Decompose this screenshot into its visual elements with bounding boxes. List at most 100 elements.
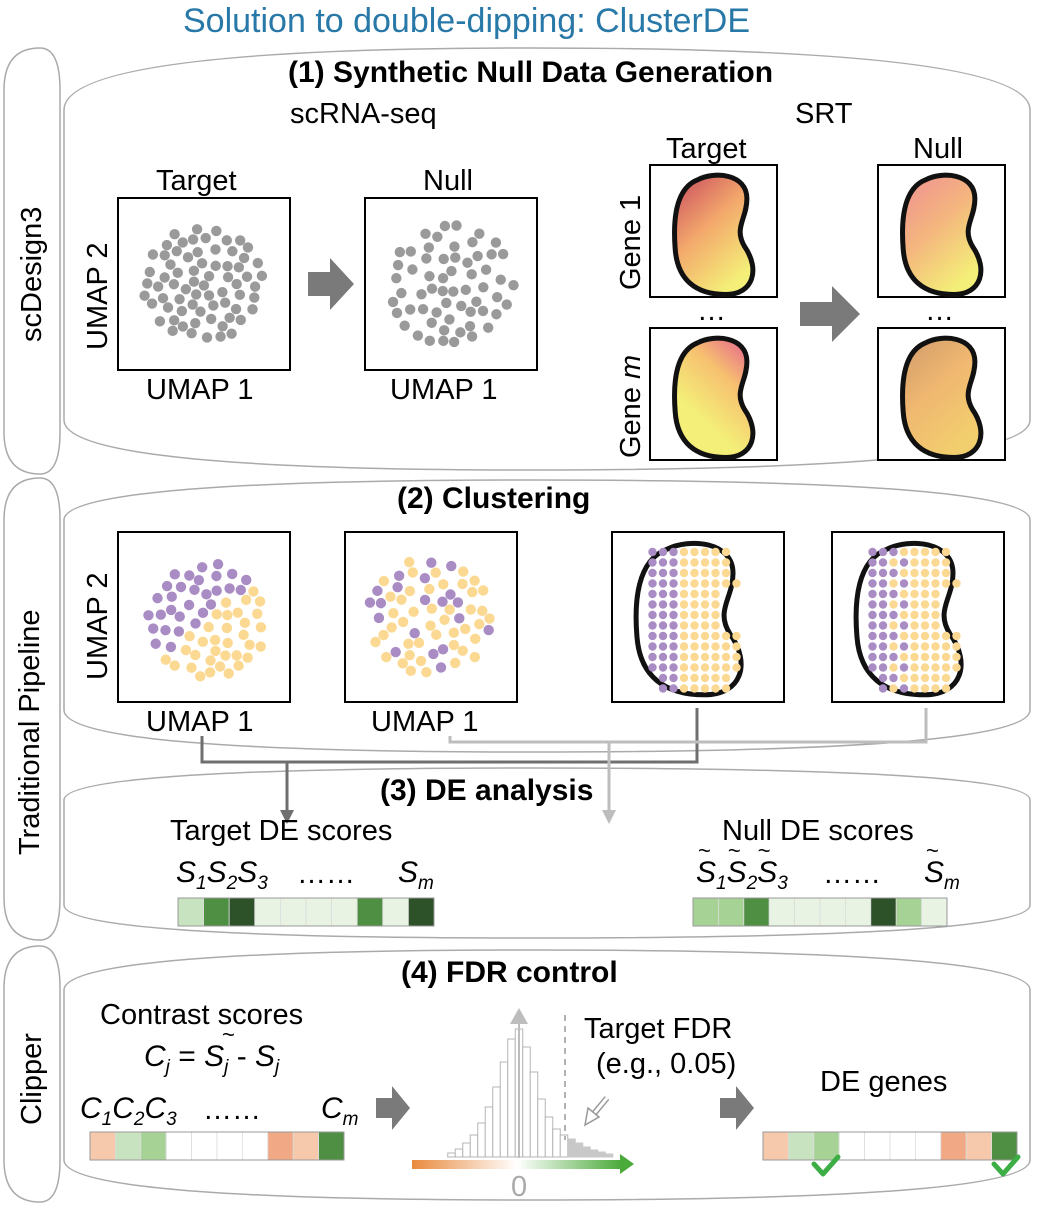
cell-point [224,312,235,324]
cell-point [423,242,435,253]
contrast-histogram [447,1028,614,1158]
spot-point [878,610,888,620]
spot-point [941,652,951,662]
cell-point [456,300,467,312]
cell-point [222,271,234,283]
cell-point [438,335,449,347]
cell-point [205,313,217,325]
spot-point [658,673,668,683]
spot-point [679,684,689,693]
spot-point [931,621,940,630]
figure-title: Solution to double-dipping: ClusterDE [183,2,751,40]
de-gene-cell [889,1131,916,1161]
spot-point [889,621,898,630]
cluster-point [175,581,187,593]
cluster-point [454,613,465,624]
spot-point [679,547,689,557]
cluster-point [212,559,224,570]
spot-point [648,558,657,567]
cell-point [192,246,203,258]
cell-point [167,325,178,337]
cluster-point [189,584,200,595]
spot-point [931,663,940,672]
cluster-point [220,597,232,608]
histogram-bar [567,1138,576,1158]
cell-point [391,273,402,284]
cluster-point [166,591,177,602]
spot-point [941,673,951,683]
cluster-point [232,607,243,618]
cell-point [234,235,246,246]
spot-point [868,663,877,672]
cell-point [471,296,482,307]
spot-point [658,547,668,557]
spot-point [910,684,919,693]
histogram-bar [552,1128,561,1158]
cell-point [159,250,170,261]
spot-point [941,558,951,567]
histogram-bar [492,1086,501,1158]
cell-point [466,331,478,342]
cluster-point [484,613,495,624]
spot-point [658,642,668,651]
umap1-axis-label-null: UMAP 1 [390,374,498,406]
spot-point [648,610,657,620]
cell-point [234,289,246,300]
cell-point [242,242,254,253]
cell-point [208,300,219,311]
cell-point [182,252,194,263]
cluster-point [483,624,494,636]
cell-point [444,314,455,325]
cluster-point [150,638,161,649]
spot-point [920,621,930,630]
contrast-score-cell [216,1131,243,1161]
spot-point [899,652,909,662]
cell-point [152,281,164,292]
cluster-point [372,585,383,597]
cluster-point [444,604,455,615]
cell-point [426,283,438,294]
spot-point [889,684,898,693]
spot-point [669,684,678,693]
histogram-bar [529,1071,539,1158]
cell-point [438,325,450,336]
cluster-point [469,651,481,663]
cluster-point [255,622,267,633]
cluster-point [248,586,259,597]
de-gene-cell [940,1131,967,1161]
null-score-cell [692,897,719,927]
spot-point [700,600,710,609]
spot-point [899,631,909,641]
spot-point [669,673,678,683]
spot-point [931,652,940,662]
connector-target [200,708,699,812]
spot-point [899,642,909,651]
cluster-point [186,662,197,673]
spot-point [931,600,940,609]
cell-point [472,250,483,262]
spot-point [889,558,898,567]
cell-point [226,328,237,339]
target-score-cell [356,897,384,927]
cell-point [147,249,159,260]
cluster-point [364,597,376,608]
check-icon [811,1154,841,1177]
cell-point [191,289,202,300]
spot-point [910,600,919,609]
cell-point [249,292,260,303]
cell-point [417,303,429,315]
spot-point [920,547,930,557]
histogram-bar [499,1061,509,1158]
cluster-point [448,639,460,651]
contrast-score-cell [165,1131,192,1161]
cell-point [497,248,509,260]
spot-point [711,600,720,609]
cluster-point [378,575,390,587]
null-de-score-bar [692,897,948,927]
spot-point [700,558,710,567]
contrast-score-bar [89,1131,345,1161]
cluster-point [403,638,414,650]
spot-point [899,568,909,578]
ellipsis-null: … [925,295,954,327]
cell-point [424,335,435,347]
